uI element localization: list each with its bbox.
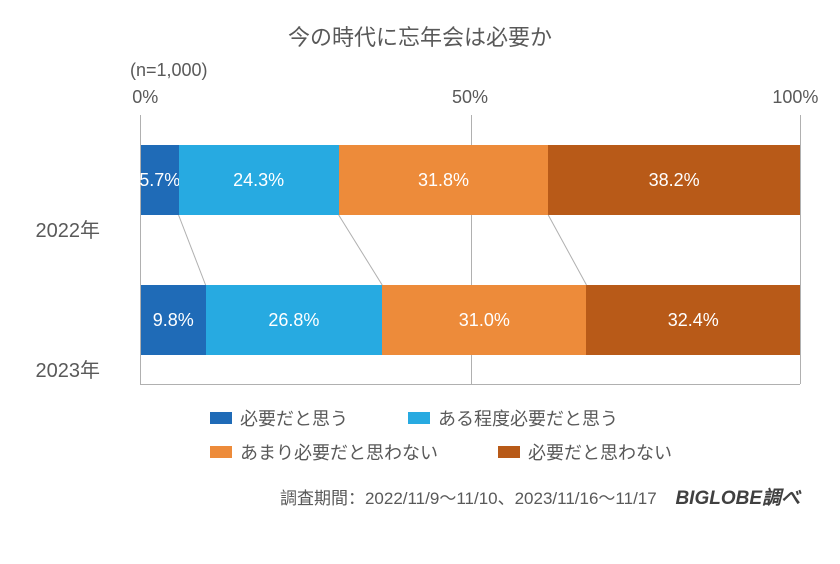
legend-item-s3: あまり必要だと思わない <box>210 439 438 465</box>
x-tick-100: 100% <box>772 87 818 108</box>
chart-subtitle: (n=1,000) <box>130 60 810 81</box>
legend-swatch-s2 <box>408 412 430 424</box>
connector-1 <box>339 215 382 285</box>
plot-area: 5.7%24.3%31.8%38.2% 9.8%26.8%31.0%32.4% <box>140 115 800 385</box>
connector-2 <box>548 215 586 285</box>
connector-0 <box>179 215 206 285</box>
bar-row-2023: 9.8%26.8%31.0%32.4% <box>141 285 800 355</box>
bar-row-2022: 5.7%24.3%31.8%38.2% <box>141 145 800 215</box>
footer-brand: BIGLOBE調べ <box>675 488 800 509</box>
row-label-2023: 2023年 <box>20 354 100 383</box>
x-axis-labels: 0% 50% 100% <box>140 87 800 115</box>
legend-item-s2: ある程度必要だと思う <box>408 405 618 431</box>
legend-swatch-s3 <box>210 446 232 458</box>
legend-label-s3: あまり必要だと思わない <box>240 439 438 465</box>
x-tick-0: 0% <box>132 87 158 108</box>
row-label-2022: 2022年 <box>20 214 100 243</box>
segment-y2022-s4: 38.2% <box>548 145 800 215</box>
chart-title: 今の時代に忘年会は必要か <box>30 20 810 52</box>
chart-container: 今の時代に忘年会は必要か (n=1,000) 0% 50% 100% 2022年… <box>0 0 840 564</box>
segment-y2022-s3: 31.8% <box>339 145 549 215</box>
segment-y2023-s4: 32.4% <box>586 285 800 355</box>
segment-y2022-s1: 5.7% <box>141 145 179 215</box>
segment-y2023-s1: 9.8% <box>141 285 206 355</box>
segment-y2023-s2: 26.8% <box>206 285 383 355</box>
segment-y2023-s3: 31.0% <box>382 285 586 355</box>
segment-y2022-s2: 24.3% <box>179 145 339 215</box>
legend-row-1: 必要だと思う ある程度必要だと思う <box>210 405 810 431</box>
chart-footer: 調査期間：2022/11/9～11/10、2023/11/16～11/17 BI… <box>30 483 810 510</box>
legend-label-s1: 必要だと思う <box>240 405 348 431</box>
legend-swatch-s4 <box>498 446 520 458</box>
gridline-100 <box>800 115 801 384</box>
legend: 必要だと思う ある程度必要だと思う あまり必要だと思わない 必要だと思わない <box>210 405 810 465</box>
legend-item-s1: 必要だと思う <box>210 405 348 431</box>
legend-swatch-s1 <box>210 412 232 424</box>
legend-label-s2: ある程度必要だと思う <box>438 405 618 431</box>
legend-row-2: あまり必要だと思わない 必要だと思わない <box>210 439 810 465</box>
footer-period: 調査期間：2022/11/9～11/10、2023/11/16～11/17 <box>280 489 657 508</box>
legend-label-s4: 必要だと思わない <box>528 439 672 465</box>
x-tick-50: 50% <box>452 87 488 108</box>
legend-item-s4: 必要だと思わない <box>498 439 672 465</box>
